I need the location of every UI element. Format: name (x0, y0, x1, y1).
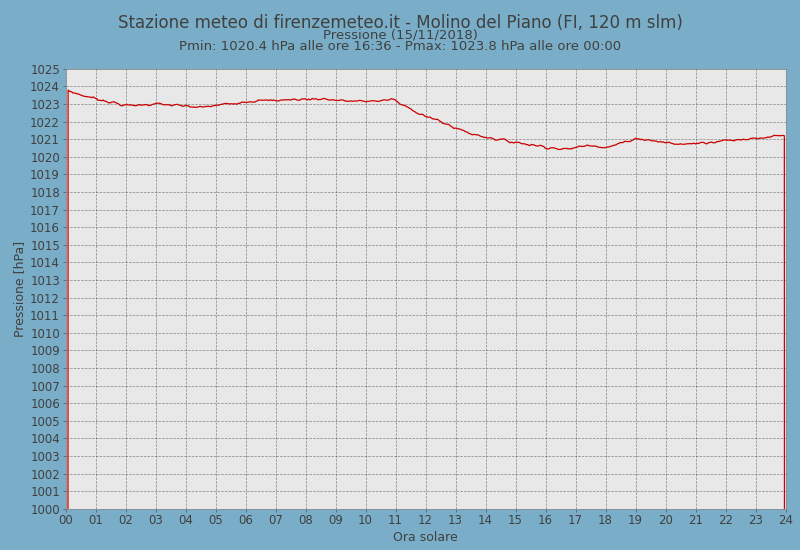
X-axis label: Ora solare: Ora solare (394, 531, 458, 544)
Text: Pressione (15/11/2018): Pressione (15/11/2018) (322, 29, 478, 42)
Text: Pmin: 1020.4 hPa alle ore 16:36 - Pmax: 1023.8 hPa alle ore 00:00: Pmin: 1020.4 hPa alle ore 16:36 - Pmax: … (179, 40, 621, 53)
Text: Stazione meteo di firenzemeteo.it - Molino del Piano (FI, 120 m slm): Stazione meteo di firenzemeteo.it - Moli… (118, 14, 682, 32)
Y-axis label: Pressione [hPa]: Pressione [hPa] (13, 241, 26, 337)
